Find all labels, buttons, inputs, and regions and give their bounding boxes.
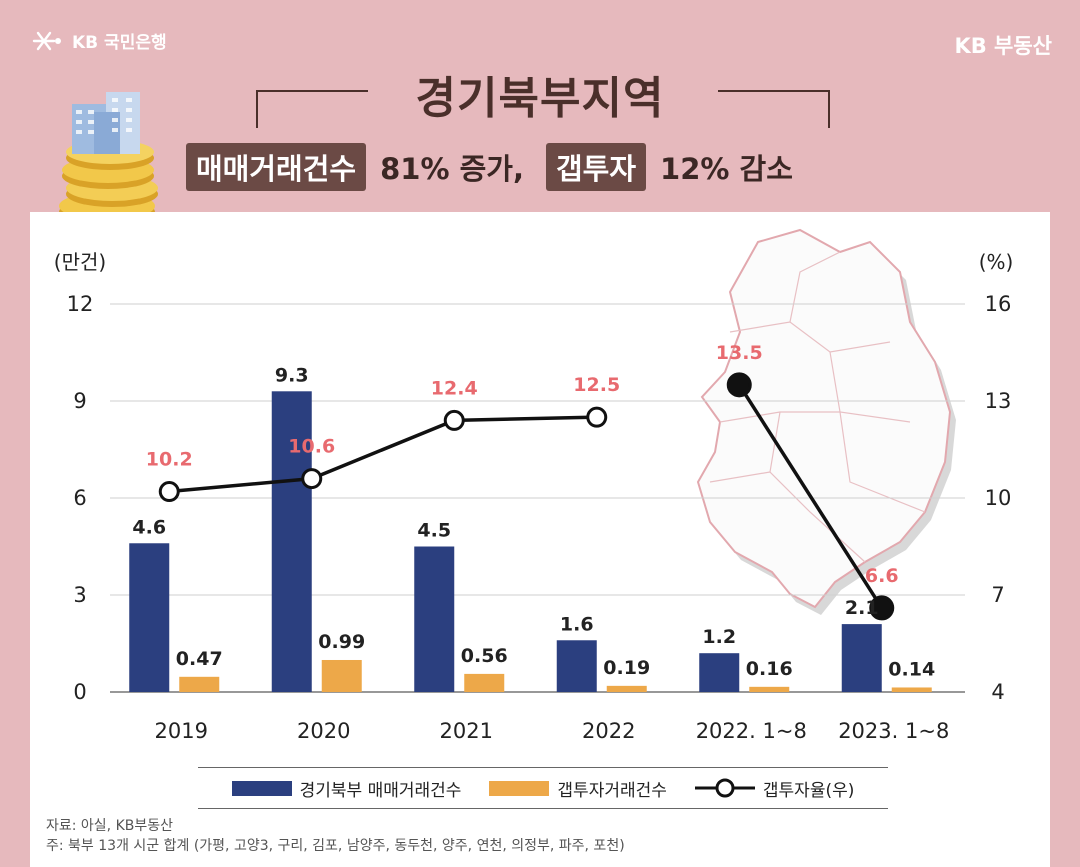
rate-label: 12.5 bbox=[573, 374, 620, 396]
subtitle: 매매거래건수 81% 증가, 갭투자 12% 감소 bbox=[186, 143, 801, 191]
bar-sales bbox=[699, 653, 740, 692]
left-axis-label: (만건) bbox=[54, 250, 106, 274]
bar-gap-label: 0.47 bbox=[176, 648, 223, 670]
right-tick-label: 10 bbox=[985, 486, 1012, 510]
bar-sales bbox=[841, 624, 882, 692]
right-tick-label: 4 bbox=[991, 680, 1004, 704]
region-map-illustration bbox=[696, 228, 956, 615]
kb-star-icon bbox=[32, 31, 61, 50]
tag-gap-investment: 갭투자 bbox=[545, 143, 647, 191]
right-tick-label: 13 bbox=[985, 389, 1012, 413]
footnote-line: 주: 북부 13개 시군 합계 (가평, 고양3, 구리, 김포, 남양주, 동… bbox=[46, 838, 625, 854]
x-tick-label: 2023. 1~8 bbox=[838, 719, 949, 743]
left-tick-label: 0 bbox=[73, 680, 86, 704]
title-bracket-right bbox=[718, 90, 830, 128]
bar-gap bbox=[179, 676, 220, 692]
x-tick-label: 2021 bbox=[440, 719, 493, 743]
rate-label: 12.4 bbox=[431, 377, 478, 399]
bar-sales-label: 1.6 bbox=[560, 613, 594, 635]
bar-sales bbox=[556, 640, 597, 692]
rate-point bbox=[443, 409, 465, 431]
right-tick-label: 16 bbox=[985, 292, 1012, 316]
kb-bank-logo: KB 국민은행 bbox=[30, 28, 167, 53]
gap-rate-line bbox=[158, 372, 895, 621]
x-tick-label: 2020 bbox=[297, 719, 350, 743]
axes: 0 3 6 9 12 4 7 10 13 16 (만건) (%) 2019 2020 2021 2022 202… bbox=[54, 250, 1014, 743]
bar-sales bbox=[271, 391, 312, 692]
rate-line-segment bbox=[737, 383, 884, 609]
bar-gap bbox=[321, 659, 362, 692]
x-tick-label: 2022. 1~8 bbox=[696, 719, 807, 743]
tag-sales-count: 매매거래건수 bbox=[186, 143, 367, 191]
bar-gap-label: 0.19 bbox=[603, 657, 650, 679]
bar-gap-label: 0.56 bbox=[461, 645, 508, 667]
bar-gap bbox=[749, 686, 790, 692]
page-title: 경기북부지역 bbox=[415, 73, 665, 124]
left-tick-label: 6 bbox=[73, 486, 86, 510]
bar-sales-label: 1.2 bbox=[702, 626, 736, 648]
title-bracket-left bbox=[256, 90, 368, 128]
rate-label: 10.2 bbox=[146, 449, 193, 471]
legend-item-rate: 갭투자율(우) bbox=[694, 776, 855, 801]
left-tick-label: 9 bbox=[73, 389, 86, 413]
rate-label: 10.6 bbox=[288, 436, 335, 458]
legend: 경기북부 매매거래건수 갭투자거래건수 갭투자율(우) bbox=[198, 767, 888, 809]
rate-point bbox=[726, 372, 752, 398]
kb-bank-name: KB 국민은행 bbox=[72, 33, 167, 53]
bar-sales bbox=[129, 543, 170, 692]
title-block: 경기북부지역 bbox=[250, 62, 830, 132]
bar-gap bbox=[606, 685, 647, 692]
gap-count-bars bbox=[179, 659, 932, 692]
x-tick-label: 2022 bbox=[582, 719, 635, 743]
legend-swatch-rate bbox=[694, 778, 755, 798]
data-labels: 4.6 0.47 9.3 0.99 4.5 0.56 1.6 0.19 1.2 0.16 2.1 0.… bbox=[132, 342, 935, 681]
bar-gap-label: 0.14 bbox=[888, 658, 935, 680]
source-note: 자료: 아실, KB부동산 주: 북부 13개 시군 합계 (가평, 고양3, … bbox=[46, 816, 625, 856]
rate-label: 6.6 bbox=[865, 565, 899, 587]
building-coins-illustration bbox=[59, 92, 158, 226]
right-axis-label: (%) bbox=[979, 250, 1014, 274]
bar-sales bbox=[414, 546, 455, 692]
legend-item-sales: 경기북부 매매거래건수 bbox=[231, 776, 462, 801]
bar-sales-label: 4.6 bbox=[132, 516, 166, 538]
bar-sales-label: 4.5 bbox=[417, 520, 451, 542]
rate-label: 13.5 bbox=[716, 342, 763, 364]
rate-point bbox=[869, 595, 895, 621]
kb-realestate-logo: KB 부동산 bbox=[954, 34, 1052, 58]
legend-label-gap: 갭투자거래건수 bbox=[557, 780, 667, 801]
grid-lines bbox=[110, 303, 965, 693]
chart-panel: 0 3 6 9 12 4 7 10 13 16 (만건) (%) 2019 2020 2021 2022 202… bbox=[30, 212, 1050, 867]
x-tick-label: 2019 bbox=[155, 719, 208, 743]
bar-gap-label: 0.16 bbox=[746, 658, 793, 680]
rate-line-segment bbox=[169, 415, 597, 494]
legend-swatch-gap bbox=[489, 780, 550, 796]
legend-label-sales: 경기북부 매매거래건수 bbox=[299, 780, 462, 801]
bar-gap-label: 0.99 bbox=[318, 631, 365, 653]
rate-point bbox=[586, 406, 608, 428]
source-line: 자료: 아실, KB부동산 bbox=[46, 818, 174, 834]
rate-point bbox=[301, 468, 323, 490]
bar-gap bbox=[464, 673, 505, 692]
bar-sales-label: 2.1 bbox=[845, 597, 879, 619]
right-tick-label: 7 bbox=[991, 583, 1004, 607]
bar-sales-label: 9.3 bbox=[275, 364, 309, 386]
combo-chart: 0 3 6 9 12 4 7 10 13 16 (만건) (%) 2019 2020 2021 2022 202… bbox=[54, 228, 1014, 743]
sales-change-text: 81% 증가, bbox=[380, 152, 524, 186]
legend-swatch-sales bbox=[231, 780, 292, 796]
legend-label-rate: 갭투자율(우) bbox=[762, 780, 855, 801]
rate-point bbox=[158, 481, 180, 503]
sales-count-bars bbox=[129, 391, 882, 692]
left-tick-label: 12 bbox=[67, 292, 94, 316]
left-tick-label: 3 bbox=[73, 583, 86, 607]
gap-change-text: 12% 감소 bbox=[660, 152, 793, 186]
bar-gap bbox=[891, 687, 932, 692]
legend-item-gap: 갭투자거래건수 bbox=[489, 776, 667, 801]
